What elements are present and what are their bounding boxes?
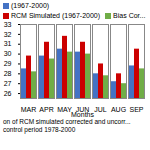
- svg-text:MAY: MAY: [57, 106, 72, 113]
- html-text:RCM Simulated (1967-2000): RCM Simulated (1967-2000): [11, 12, 101, 19]
- html-text:(1967-2000): (1967-2000): [11, 2, 50, 9]
- svg-text:29: 29: [4, 60, 12, 67]
- html-text:control period 1978-2000: control period 1978-2000: [3, 125, 76, 133]
- svg-text:MAR: MAR: [21, 106, 37, 113]
- html-text:Bias Cor...: Bias Cor...: [113, 12, 146, 19]
- svg-text:33: 33: [4, 21, 12, 28]
- svg-text:AUG: AUG: [111, 106, 126, 113]
- svg-text:SEP: SEP: [129, 106, 143, 113]
- svg-text:26: 26: [4, 90, 12, 97]
- svg-text:31: 31: [4, 40, 12, 47]
- svg-text:Months: Months: [71, 111, 94, 118]
- svg-text:30: 30: [4, 50, 12, 57]
- svg-text:27: 27: [4, 80, 12, 87]
- html-text:on of RCM simulated corrected: on of RCM simulated corrected and uncorr…: [3, 118, 131, 125]
- svg-text:JUL: JUL: [94, 106, 107, 113]
- svg-text:APR: APR: [39, 106, 53, 113]
- svg-text:32: 32: [4, 31, 12, 38]
- svg-text:28: 28: [4, 70, 12, 77]
